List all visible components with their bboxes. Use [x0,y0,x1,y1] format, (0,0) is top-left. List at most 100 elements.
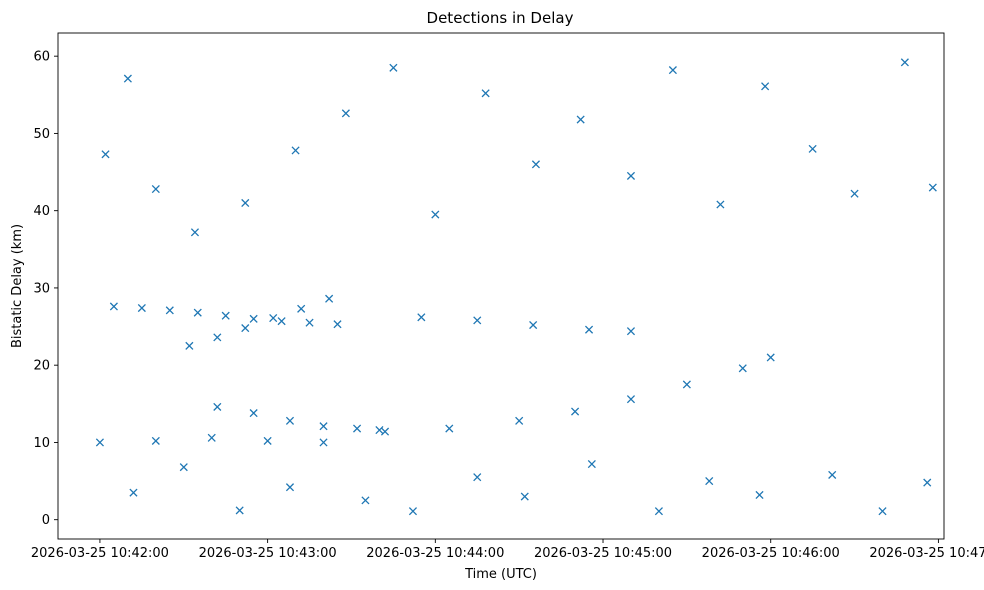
data-point [353,424,362,433]
data-point [900,58,909,67]
data-point [716,200,725,209]
y-tick-label: 60 [33,50,50,65]
data-point [531,160,540,169]
data-point [151,184,160,194]
y-tick-label: 50 [33,127,50,142]
x-axis-label: Time (UTC) [464,567,537,582]
data-point [137,303,146,313]
data-point [923,478,932,487]
data-point [808,144,817,153]
data-point [249,314,258,323]
data-point [285,416,295,425]
data-point [101,150,110,159]
data-point [738,364,747,373]
x-axis: 2026-03-25 10:42:00 2026-03-25 10:43:00 20… [31,539,984,561]
series-group [417,313,636,336]
data-point [319,438,328,447]
data-point [249,409,258,418]
data-point [626,327,636,336]
data-point [193,308,202,317]
data-point [587,460,596,469]
data-point [291,146,300,155]
data-point [129,488,138,497]
data-point [241,198,250,208]
data-point [571,407,580,416]
axes-frame [57,32,945,540]
data-point [576,115,585,124]
y-tick-label: 40 [33,204,50,219]
data-point [185,341,194,350]
plot-area [57,32,945,540]
data-point [109,302,118,311]
data-point [277,317,286,326]
series-group [213,402,384,435]
series-group [185,294,334,350]
data-point [269,314,278,323]
x-tick-label: 2026-03-25 10:46:00 [702,546,840,561]
data-point [626,395,636,404]
data-point [626,171,636,180]
data-point [389,63,398,72]
data-point [682,380,691,389]
data-point [431,210,440,219]
data-point [190,228,200,237]
data-point [285,483,295,492]
data-point [297,304,306,313]
chart-title: Detections in Delay [427,9,574,27]
data-point [325,294,334,303]
data-point [235,506,244,515]
data-point [380,427,390,436]
data-point [361,496,370,505]
data-point [473,473,482,482]
data-point [878,507,887,516]
data-point [584,325,594,334]
data-point [828,470,837,479]
data-point [95,438,104,447]
data-point [213,402,222,411]
data-point [333,320,342,329]
data-point [445,424,454,433]
data-point [151,436,160,445]
data-point [473,316,482,325]
data-point [520,492,529,501]
data-point [207,433,216,442]
x-tick-label: 2026-03-25 10:45:00 [534,546,672,561]
x-tick-label: 2026-03-25 10:44:00 [366,546,504,561]
data-point [319,422,328,431]
data-point [755,490,764,500]
series-group [101,58,937,516]
data-point [341,109,350,118]
data-point [850,189,859,198]
data-point [515,416,524,425]
data-point [928,183,937,192]
y-tick-label: 20 [33,359,50,374]
data-point [761,82,770,91]
data-point [705,477,714,486]
y-tick-label: 30 [33,281,50,296]
data-point [241,324,250,333]
data-markers [95,58,937,516]
y-tick-label: 10 [33,436,50,451]
y-axis: 0 10 20 30 40 50 60 [33,50,58,528]
data-point [123,74,132,83]
data-point [417,313,426,322]
data-point [305,318,314,327]
data-point [766,353,775,362]
data-point [213,333,222,342]
data-point [481,89,490,98]
y-tick-label: 0 [42,513,50,528]
x-tick-label: 2026-03-25 10:42:00 [31,546,169,561]
data-point [263,436,272,445]
series-group [95,433,328,447]
data-point [668,66,677,75]
y-axis-label: Bistatic Delay (km) [10,224,25,348]
data-point [179,463,188,472]
data-point [529,320,538,330]
x-tick-label: 2026-03-25 10:43:00 [199,546,337,561]
x-tick-label: 2026-03-25 10:47:00 [869,546,984,561]
series-group [380,353,775,436]
data-point [654,507,663,516]
data-point [221,311,230,320]
